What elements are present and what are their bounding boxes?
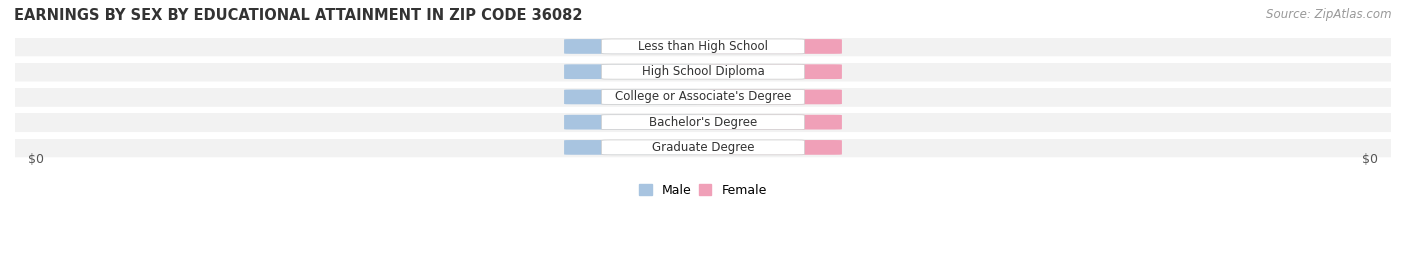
FancyBboxPatch shape [602,64,804,79]
FancyBboxPatch shape [709,115,842,130]
FancyBboxPatch shape [564,39,697,54]
Text: Source: ZipAtlas.com: Source: ZipAtlas.com [1267,8,1392,21]
Text: $0: $0 [768,117,782,127]
Text: $0: $0 [624,117,638,127]
Text: College or Associate's Degree: College or Associate's Degree [614,90,792,103]
Text: $0: $0 [624,67,638,77]
FancyBboxPatch shape [15,137,1391,157]
FancyBboxPatch shape [15,112,1391,132]
Text: High School Diploma: High School Diploma [641,65,765,78]
Text: $0: $0 [768,92,782,102]
Text: EARNINGS BY SEX BY EDUCATIONAL ATTAINMENT IN ZIP CODE 36082: EARNINGS BY SEX BY EDUCATIONAL ATTAINMEN… [14,8,582,23]
FancyBboxPatch shape [564,64,697,79]
Text: $0: $0 [624,92,638,102]
FancyBboxPatch shape [564,90,697,104]
FancyBboxPatch shape [709,140,842,155]
FancyBboxPatch shape [709,64,842,79]
FancyBboxPatch shape [15,37,1391,56]
FancyBboxPatch shape [602,39,804,54]
Text: $0: $0 [768,41,782,51]
Text: $0: $0 [624,41,638,51]
Text: $0: $0 [28,153,44,166]
Text: Less than High School: Less than High School [638,40,768,53]
FancyBboxPatch shape [709,39,842,54]
Text: Graduate Degree: Graduate Degree [652,141,754,154]
FancyBboxPatch shape [709,90,842,104]
FancyBboxPatch shape [564,140,697,155]
FancyBboxPatch shape [564,115,697,130]
FancyBboxPatch shape [15,62,1391,82]
FancyBboxPatch shape [602,115,804,130]
FancyBboxPatch shape [602,140,804,155]
Text: $0: $0 [1362,153,1378,166]
Text: Bachelor's Degree: Bachelor's Degree [650,116,756,129]
Text: $0: $0 [624,142,638,153]
FancyBboxPatch shape [602,90,804,104]
Text: $0: $0 [768,142,782,153]
Text: $0: $0 [768,67,782,77]
Legend: Male, Female: Male, Female [634,179,772,202]
FancyBboxPatch shape [15,87,1391,107]
